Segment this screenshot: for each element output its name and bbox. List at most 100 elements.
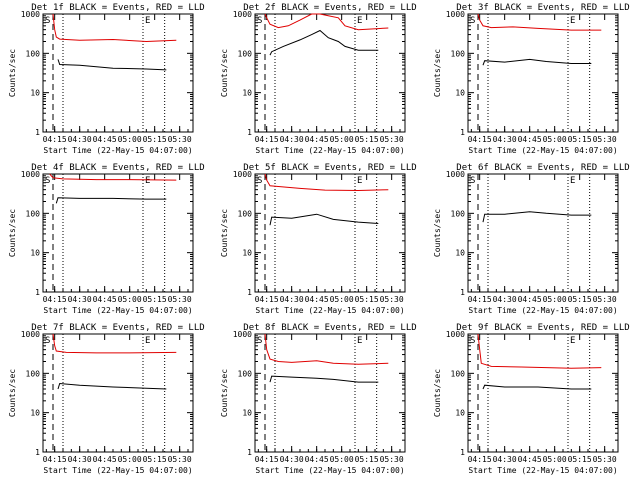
y-tick-label: 1000 xyxy=(446,170,465,179)
y-tick-label: 100 xyxy=(26,369,41,378)
x-axis-label: Start Time (22-May-15 04:07:00) xyxy=(43,466,192,475)
x-tick-label: 05:00 xyxy=(118,295,142,304)
chart-panel-9: Det 9f BLACK = Events, RED = LLD 1 10 100 10… xyxy=(433,323,630,475)
y-tick-label: 1 xyxy=(35,128,40,137)
y-tick-label: 1 xyxy=(247,288,252,297)
chart-title: Det 8f BLACK = Events, RED = LLD xyxy=(243,323,416,333)
y-tick-label: 10 xyxy=(455,409,465,418)
x-tick-label: 05:15 xyxy=(143,455,167,464)
y-axis-label: Counts/sec xyxy=(8,369,17,417)
y-axis-label: Counts/sec xyxy=(220,49,229,97)
x-tick-label: 04:15 xyxy=(468,295,492,304)
x-tick-label: 05:15 xyxy=(568,135,592,144)
start-marker-label: S xyxy=(257,176,262,186)
y-tick-label: 1000 xyxy=(21,170,40,179)
y-axis-label: Counts/sec xyxy=(433,209,442,257)
x-tick-label: 04:45 xyxy=(93,135,117,144)
y-tick-label: 100 xyxy=(238,49,253,58)
series-line-red xyxy=(49,173,177,181)
y-tick-label: 1 xyxy=(35,448,40,457)
x-axis-label: Start Time (22-May-15 04:07:00) xyxy=(43,146,192,155)
x-tick-label: 05:15 xyxy=(568,295,592,304)
series-line-red xyxy=(52,333,177,354)
x-tick-label: 05:00 xyxy=(330,135,354,144)
y-tick-label: 1 xyxy=(247,448,252,457)
y-tick-label: 100 xyxy=(238,369,253,378)
plot-frame xyxy=(254,13,406,133)
x-tick-label: 05:30 xyxy=(168,295,192,304)
x-tick-label: 05:00 xyxy=(543,295,567,304)
y-tick-label: 1 xyxy=(35,288,40,297)
x-tick-label: 04:45 xyxy=(518,135,542,144)
chart-panel-2: Det 2f BLACK = Events, RED = LLD 1 10 100 10… xyxy=(220,3,417,155)
start-marker-label: S xyxy=(257,16,262,26)
x-tick-label: 05:00 xyxy=(118,455,142,464)
plot-frame xyxy=(42,173,194,293)
chart-title: Det 7f BLACK = Events, RED = LLD xyxy=(31,323,204,333)
x-tick-label: 04:45 xyxy=(305,135,329,144)
x-tick-label: 04:15 xyxy=(255,135,279,144)
series-line-red xyxy=(264,333,389,365)
x-tick-label: 05:30 xyxy=(593,295,617,304)
y-tick-label: 100 xyxy=(451,369,466,378)
y-tick-label: 1000 xyxy=(233,170,252,179)
y-tick-label: 100 xyxy=(451,49,466,58)
x-axis-label: Start Time (22-May-15 04:07:00) xyxy=(255,306,404,315)
y-tick-label: 1000 xyxy=(446,10,465,19)
x-tick-label: 05:00 xyxy=(330,455,354,464)
x-tick-label: 05:15 xyxy=(143,295,167,304)
y-tick-label: 10 xyxy=(242,409,252,418)
series-line-red xyxy=(477,13,602,31)
y-tick-label: 10 xyxy=(30,409,40,418)
y-axis-label: Counts/sec xyxy=(8,49,17,97)
x-tick-label: 05:15 xyxy=(355,295,379,304)
start-marker-label: S xyxy=(45,16,50,26)
x-tick-label: 04:15 xyxy=(255,455,279,464)
end-marker-label: E xyxy=(570,176,575,186)
series-line-black xyxy=(269,375,379,383)
x-axis-label: Start Time (22-May-15 04:07:00) xyxy=(43,306,192,315)
x-tick-label: 05:15 xyxy=(568,455,592,464)
y-tick-label: 10 xyxy=(242,249,252,258)
series-line-black xyxy=(269,213,379,226)
chart-panel-7: Det 7f BLACK = Events, RED = LLD 1 10 100 10… xyxy=(8,323,205,475)
x-tick-label: 05:15 xyxy=(355,455,379,464)
series-line-red xyxy=(52,13,177,43)
x-tick-label: 04:45 xyxy=(518,295,542,304)
chart-panel-4: Det 4f BLACK = Events, RED = LLD 1 10 100 10… xyxy=(8,163,205,315)
chart-title: Det 2f BLACK = Events, RED = LLD xyxy=(243,3,416,13)
x-axis-label: Start Time (22-May-15 04:07:00) xyxy=(468,306,617,315)
chart-title: Det 4f BLACK = Events, RED = LLD xyxy=(31,163,204,173)
y-axis-label: Counts/sec xyxy=(433,49,442,97)
start-marker-label: S xyxy=(470,16,475,26)
x-tick-label: 05:30 xyxy=(168,135,192,144)
y-tick-label: 100 xyxy=(238,209,253,218)
x-tick-label: 05:00 xyxy=(118,135,142,144)
plot-frame xyxy=(254,333,406,453)
series-line-black xyxy=(482,58,592,66)
x-tick-label: 04:30 xyxy=(493,295,517,304)
x-tick-label: 05:30 xyxy=(380,455,404,464)
x-axis-label: Start Time (22-May-15 04:07:00) xyxy=(468,146,617,155)
end-marker-label: E xyxy=(145,336,150,346)
x-axis-label: Start Time (22-May-15 04:07:00) xyxy=(468,466,617,475)
y-tick-label: 10 xyxy=(30,249,40,258)
x-tick-label: 05:15 xyxy=(143,135,167,144)
y-tick-label: 1 xyxy=(460,288,465,297)
y-tick-label: 1 xyxy=(460,448,465,457)
x-axis-label: Start Time (22-May-15 04:07:00) xyxy=(255,466,404,475)
x-tick-label: 04:30 xyxy=(280,455,304,464)
chart-panel-3: Det 3f BLACK = Events, RED = LLD 1 10 100 10… xyxy=(433,3,630,155)
x-tick-label: 04:30 xyxy=(280,295,304,304)
start-marker-label: S xyxy=(470,336,475,346)
y-tick-label: 10 xyxy=(242,89,252,98)
series-line-black xyxy=(57,382,167,390)
x-tick-label: 04:30 xyxy=(493,455,517,464)
x-tick-label: 05:15 xyxy=(355,135,379,144)
chart-title: Det 1f BLACK = Events, RED = LLD xyxy=(31,3,204,13)
plot-frame xyxy=(42,333,194,453)
start-marker-label: S xyxy=(257,336,262,346)
x-tick-label: 04:15 xyxy=(468,455,492,464)
x-tick-label: 05:00 xyxy=(543,135,567,144)
